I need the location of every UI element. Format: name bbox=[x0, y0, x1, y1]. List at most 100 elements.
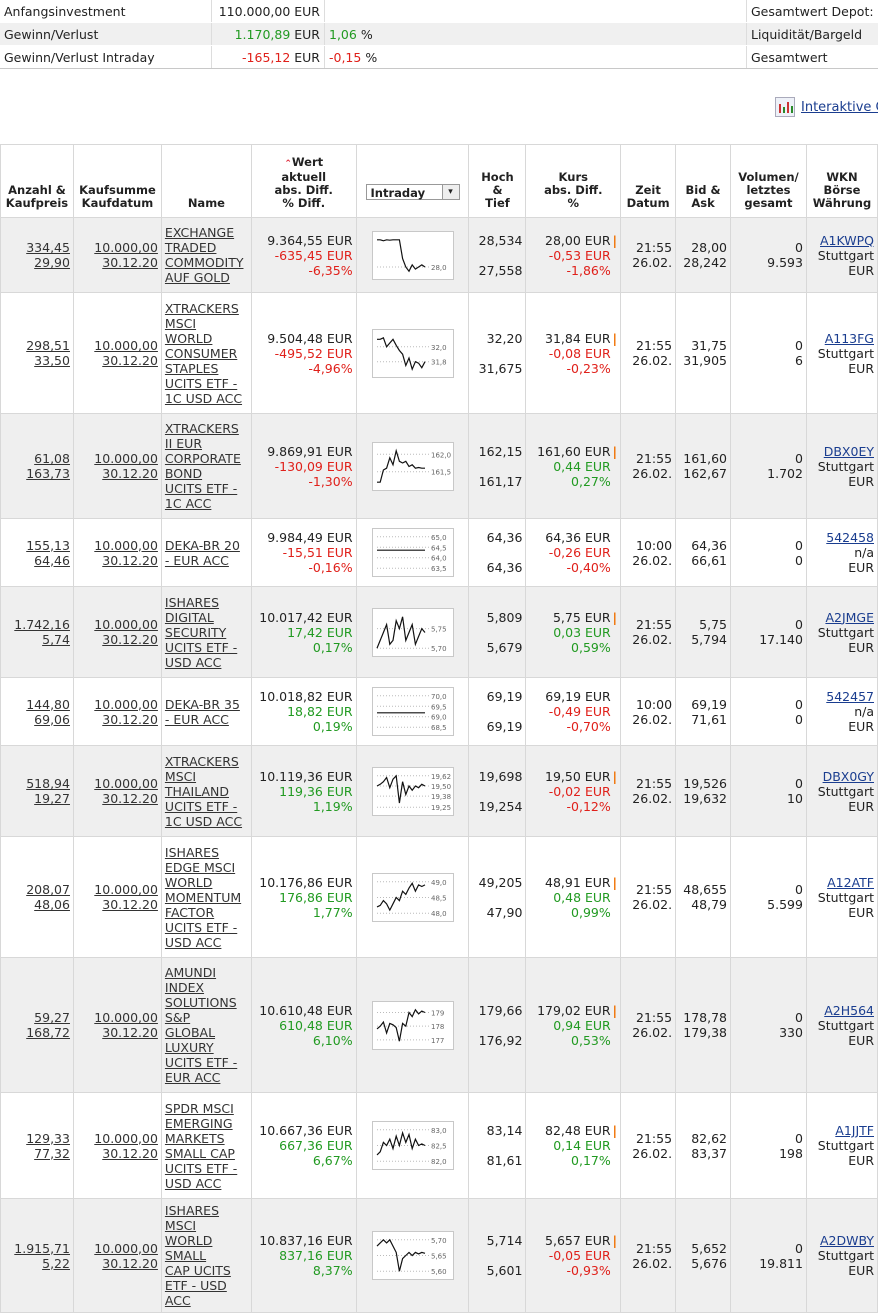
summary-value: 110.000,00 EUR bbox=[212, 0, 325, 23]
wkn-link[interactable]: A2H564 bbox=[824, 1003, 874, 1018]
anzahl-link[interactable]: 298,51 bbox=[26, 338, 70, 353]
kaufdatum-link[interactable]: 30.12.20 bbox=[102, 553, 158, 568]
anzahl-link[interactable]: 59,27 bbox=[34, 1010, 70, 1025]
wkn-link[interactable]: A113FG bbox=[825, 331, 874, 346]
kaufsumme-link[interactable]: 10.000,00 bbox=[94, 538, 158, 553]
kaufpreis-link[interactable]: 64,46 bbox=[34, 553, 70, 568]
volumen-gesamt: 10 bbox=[787, 791, 803, 806]
anzahl-link[interactable]: 61,08 bbox=[34, 451, 70, 466]
kaufdatum-link[interactable]: 30.12.20 bbox=[102, 255, 158, 270]
col-anzahl[interactable]: Anzahl &Kaufpreis bbox=[1, 145, 74, 218]
security-name-link[interactable]: DEKA-BR 35- EUR ACC bbox=[165, 697, 248, 727]
kaufsumme-link[interactable]: 10.000,00 bbox=[94, 1241, 158, 1256]
col-hoch-tief[interactable]: Hoch&Tief bbox=[469, 145, 526, 218]
kaufdatum-link[interactable]: 30.12.20 bbox=[102, 791, 158, 806]
kaufpreis-link[interactable]: 33,50 bbox=[34, 353, 70, 368]
col-name[interactable]: Name bbox=[161, 145, 251, 218]
kaufpreis-link[interactable]: 5,74 bbox=[42, 632, 70, 647]
wkn-link[interactable]: A1KWPQ bbox=[820, 233, 874, 248]
wert-value: 10.119,36 EUR bbox=[259, 769, 352, 784]
interactive-chart-link-wrap[interactable]: Interaktive Ch bbox=[775, 97, 878, 121]
wkn-link[interactable]: DBX0GY bbox=[823, 769, 874, 784]
intraday-sparkline[interactable]: 5,755,70 bbox=[372, 608, 454, 657]
anzahl-link[interactable]: 334,45 bbox=[26, 240, 70, 255]
anzahl-link[interactable]: 155,13 bbox=[26, 538, 70, 553]
kaufsumme-link[interactable]: 10.000,00 bbox=[94, 338, 158, 353]
anzahl-link[interactable]: 129,33 bbox=[26, 1131, 70, 1146]
kaufsumme-link[interactable]: 10.000,00 bbox=[94, 451, 158, 466]
kaufdatum-link[interactable]: 30.12.20 bbox=[102, 353, 158, 368]
anzahl-link[interactable]: 208,07 bbox=[26, 882, 70, 897]
kaufpreis-link[interactable]: 48,06 bbox=[34, 897, 70, 912]
intraday-sparkline[interactable]: 32,031,8 bbox=[372, 329, 454, 378]
kaufsumme-link[interactable]: 10.000,00 bbox=[94, 617, 158, 632]
kaufsumme-link[interactable]: 10.000,00 bbox=[94, 882, 158, 897]
volumen-gesamt: 0 bbox=[795, 553, 803, 568]
kaufdatum-link[interactable]: 30.12.20 bbox=[102, 1025, 158, 1040]
kaufdatum-link[interactable]: 30.12.20 bbox=[102, 1256, 158, 1271]
kaufsumme-link[interactable]: 10.000,00 bbox=[94, 697, 158, 712]
intraday-sparkline[interactable]: 5,705,655,60 bbox=[372, 1231, 454, 1280]
interactive-chart-link[interactable]: Interaktive Ch bbox=[801, 100, 878, 115]
intraday-sparkline[interactable]: 49,048,548,0 bbox=[372, 873, 454, 922]
wkn-link[interactable]: A2JMGE bbox=[825, 610, 874, 625]
intraday-sparkline[interactable]: 83,082,582,0 bbox=[372, 1121, 454, 1170]
kaufsumme-link[interactable]: 10.000,00 bbox=[94, 1010, 158, 1025]
kaufdatum-link[interactable]: 30.12.20 bbox=[102, 712, 158, 727]
chart-range-select[interactable]: Intraday▾ bbox=[366, 184, 460, 200]
wkn-link[interactable]: A12ATF bbox=[827, 875, 874, 890]
security-name-link[interactable]: DEKA-BR 20- EUR ACC bbox=[165, 538, 248, 568]
kaufpreis-link[interactable]: 29,90 bbox=[34, 255, 70, 270]
kaufpreis-link[interactable]: 168,72 bbox=[26, 1025, 70, 1040]
kaufpreis-link[interactable]: 5,22 bbox=[42, 1256, 70, 1271]
anzahl-link[interactable]: 518,94 bbox=[26, 776, 70, 791]
kaufdatum-link[interactable]: 30.12.20 bbox=[102, 632, 158, 647]
wkn-link[interactable]: 542458 bbox=[826, 530, 874, 545]
intraday-sparkline[interactable]: 70,069,569,068,5 bbox=[372, 687, 454, 736]
wkn-link[interactable]: A1JJTF bbox=[835, 1123, 874, 1138]
kaufsumme-link[interactable]: 10.000,00 bbox=[94, 776, 158, 791]
kaufpreis-link[interactable]: 19,27 bbox=[34, 791, 70, 806]
kaufpreis-link[interactable]: 69,06 bbox=[34, 712, 70, 727]
kaufdatum-link[interactable]: 30.12.20 bbox=[102, 897, 158, 912]
wkn-link[interactable]: 542457 bbox=[826, 689, 874, 704]
wkn-link[interactable]: DBX0EY bbox=[824, 444, 874, 459]
wert-value: 10.018,82 EUR bbox=[259, 689, 352, 704]
intraday-sparkline[interactable]: 28,0 bbox=[372, 231, 454, 280]
kaufsumme-link[interactable]: 10.000,00 bbox=[94, 1131, 158, 1146]
wkn-link[interactable]: A2DWBY bbox=[820, 1233, 874, 1248]
kaufpreis-link[interactable]: 163,73 bbox=[26, 466, 70, 481]
kaufdatum-link[interactable]: 30.12.20 bbox=[102, 1146, 158, 1161]
kaufsumme-link[interactable]: 10.000,00 bbox=[94, 240, 158, 255]
kaufdatum-link[interactable]: 30.12.20 bbox=[102, 466, 158, 481]
col-bid-ask[interactable]: Bid &Ask bbox=[676, 145, 731, 218]
datum-value: 26.02. bbox=[632, 553, 672, 568]
anzahl-link[interactable]: 1.742,16 bbox=[14, 617, 70, 632]
anzahl-link[interactable]: 144,80 bbox=[26, 697, 70, 712]
kaufpreis-link[interactable]: 77,32 bbox=[34, 1146, 70, 1161]
anzahl-link[interactable]: 1.915,71 bbox=[14, 1241, 70, 1256]
intraday-sparkline[interactable]: 65,064,564,063,5 bbox=[372, 528, 454, 577]
